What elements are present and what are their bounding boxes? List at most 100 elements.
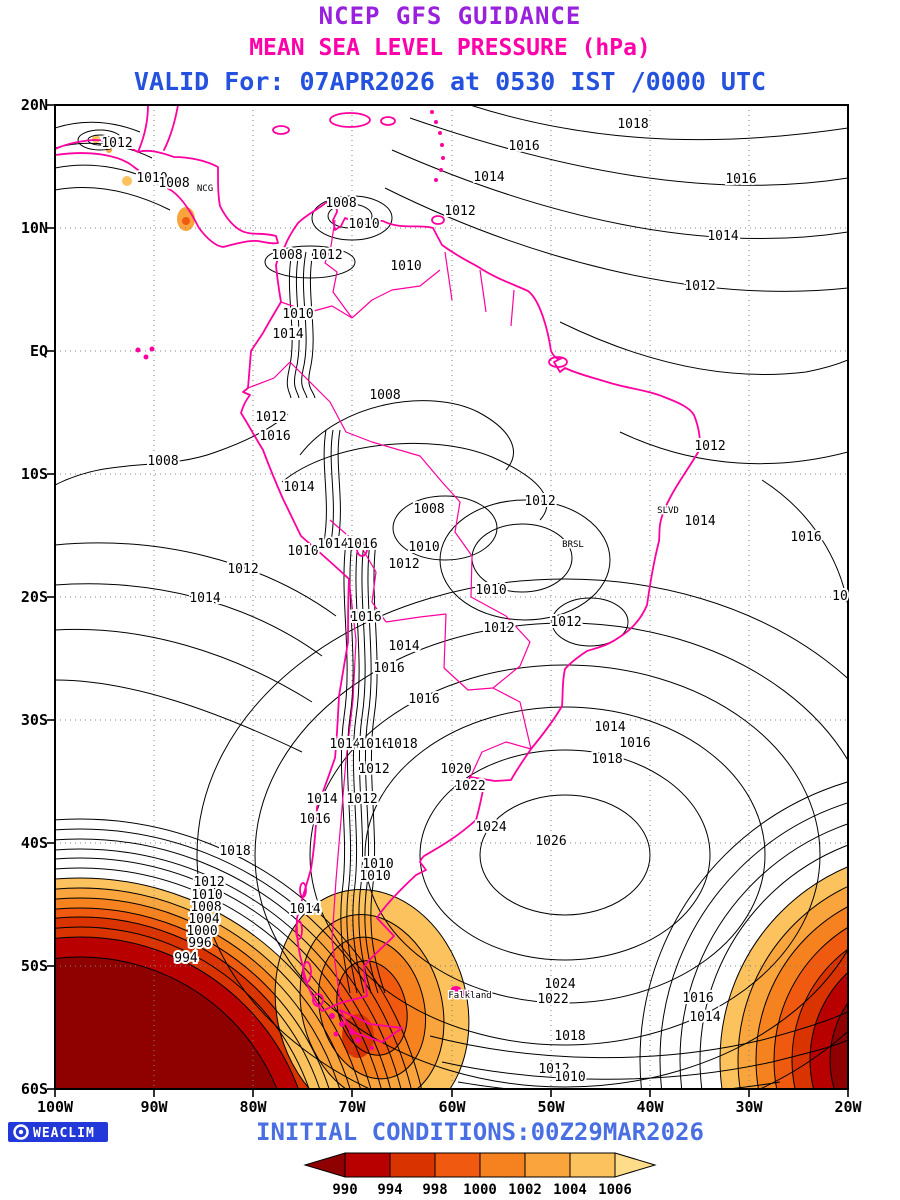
contour-label: 1014 <box>317 537 348 552</box>
contour-label: 1010 <box>136 171 167 186</box>
contour-label: 1014 <box>306 792 337 807</box>
contour-label: 1018 <box>219 844 250 859</box>
isobar-andes <box>346 541 358 994</box>
contour-label: 1024 <box>475 820 506 835</box>
isobar <box>55 867 372 1089</box>
isobar-andes <box>358 541 372 994</box>
contour-label: 1016 <box>508 139 539 154</box>
contour-label: 1014 <box>473 170 504 185</box>
initial-conditions-text: INITIAL CONDITIONS:00Z29MAR2026 <box>256 1118 704 1146</box>
contour-label: 1008 <box>271 248 302 263</box>
contour-label: 1024 <box>544 977 575 992</box>
contour-labels: 1018101610161014101410121012101210101008… <box>99 115 849 1087</box>
contour-label: 1014 <box>594 720 625 735</box>
isobar <box>755 906 848 1089</box>
contour-label: 1012 <box>101 136 132 151</box>
contour-label: 1014 <box>689 1010 720 1025</box>
isobar <box>809 971 848 1089</box>
contour-label: 1016 <box>725 172 756 187</box>
lon-label: 60W <box>438 1098 466 1116</box>
shade-band <box>55 957 277 1089</box>
contour-label: 1014 <box>388 639 419 654</box>
isobar-lines-generated <box>55 251 848 1089</box>
isobar-andes <box>364 541 379 994</box>
legend-arrow-right <box>614 1152 657 1178</box>
contour-label: 1016 <box>346 537 377 552</box>
contour-label: 1012 <box>255 410 286 425</box>
logo-text: WEACLIM <box>33 1126 95 1141</box>
isobar <box>317 936 427 1080</box>
country-borders <box>247 219 532 1001</box>
contour-label: 1016 <box>619 736 650 751</box>
lat-label: 40S <box>21 834 48 852</box>
isobar <box>55 916 321 1089</box>
isobar-andes <box>370 541 386 994</box>
legend-tick-label: 1006 <box>598 1182 632 1198</box>
isobar-andes <box>286 251 293 399</box>
contour-label: 1008 <box>325 196 356 211</box>
contour-label: 1016 <box>358 737 389 752</box>
contour-label: 1012 <box>483 621 514 636</box>
isobar-andes <box>352 541 365 994</box>
logo-globe-icon <box>13 1124 29 1140</box>
lat-label: 10S <box>21 465 48 483</box>
yucatan-coastline <box>137 105 179 153</box>
isobar <box>274 889 470 1089</box>
legend-box <box>344 1152 391 1178</box>
isobar <box>829 1001 848 1089</box>
islands <box>135 110 568 1050</box>
field-title: MEAN SEA LEVEL PRESSURE (hPa) <box>249 35 651 61</box>
lat-label: 50S <box>21 957 48 975</box>
contour-label: 1022 <box>537 992 568 1007</box>
coastlines <box>55 105 701 1050</box>
station-label: NCG <box>197 184 213 194</box>
contour-label: 1012 <box>358 762 389 777</box>
isobar <box>791 948 848 1089</box>
isobar-andes <box>301 251 308 399</box>
contour-label: 996 <box>188 936 211 951</box>
legend-box <box>389 1152 436 1178</box>
lon-label: 90W <box>140 1098 168 1116</box>
isobar-andes <box>323 429 327 543</box>
contour-label: 1010 <box>191 888 222 903</box>
contour-label: 1012 <box>193 875 224 890</box>
contour-label: 1022 <box>454 779 485 794</box>
contour-label: 1010 <box>282 307 313 322</box>
isobar <box>309 664 821 1046</box>
contour-label: 1012 <box>227 562 258 577</box>
contour-label: 1012 <box>538 1062 569 1077</box>
isobar <box>55 936 299 1089</box>
isobar <box>55 848 392 1089</box>
isobar-andes <box>308 251 316 399</box>
lat-label: 30S <box>21 711 48 729</box>
lon-label: 70W <box>338 1098 366 1116</box>
contour-label: 1010 <box>287 544 318 559</box>
lat-label: 20S <box>21 588 48 606</box>
contour-label: 1008 <box>413 502 444 517</box>
contour-label: 1016 <box>259 429 290 444</box>
legend-box <box>434 1152 481 1178</box>
contour-label: 1012 <box>444 204 475 219</box>
contour-label: 1010 <box>554 1070 585 1085</box>
contour-label: 1004 <box>188 912 219 927</box>
isobar <box>299 913 445 1089</box>
lat-label: 10N <box>21 219 48 237</box>
shade-band <box>830 1002 848 1089</box>
logo-background <box>8 1122 108 1142</box>
isobar <box>737 885 848 1089</box>
station-label: SLVD <box>657 506 679 516</box>
contour-label: 1016 <box>682 991 713 1006</box>
contour-label: 1012 <box>388 557 419 572</box>
contour-label: 1018 <box>554 1029 585 1044</box>
isobar <box>55 926 310 1089</box>
isobar <box>55 887 351 1089</box>
shade-spot <box>182 217 190 225</box>
contour-label: 1014 <box>707 229 738 244</box>
contour-label: 1016 <box>790 530 821 545</box>
lon-label: 20W <box>834 1098 862 1116</box>
shade-spot <box>122 176 132 186</box>
contour-label: 1014 <box>189 591 220 606</box>
contour-label: 1012 <box>550 615 581 630</box>
product-title: NCEP GFS GUIDANCE <box>319 2 582 30</box>
